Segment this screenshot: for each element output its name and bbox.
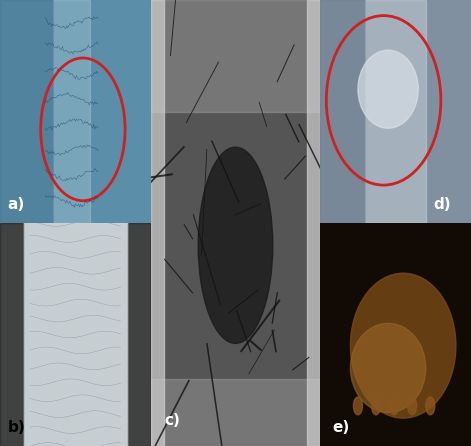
Bar [320,0,365,223]
Text: e): e) [333,420,349,435]
Ellipse shape [426,397,435,415]
Bar [151,379,320,446]
Bar [128,223,151,446]
Bar [53,0,90,223]
Ellipse shape [408,397,417,415]
Bar [151,0,320,112]
Ellipse shape [390,397,398,415]
Circle shape [198,147,273,343]
Ellipse shape [350,273,456,418]
Bar [151,0,164,446]
Bar [307,0,320,446]
Ellipse shape [358,50,418,128]
Ellipse shape [350,323,426,413]
Bar [0,0,53,223]
Text: b): b) [8,420,25,435]
Bar [0,223,23,446]
Ellipse shape [372,397,381,415]
Ellipse shape [353,397,363,415]
Bar [365,0,426,223]
Text: d): d) [433,197,451,212]
Bar [23,223,128,446]
Text: a): a) [8,197,25,212]
Text: c): c) [164,413,180,428]
